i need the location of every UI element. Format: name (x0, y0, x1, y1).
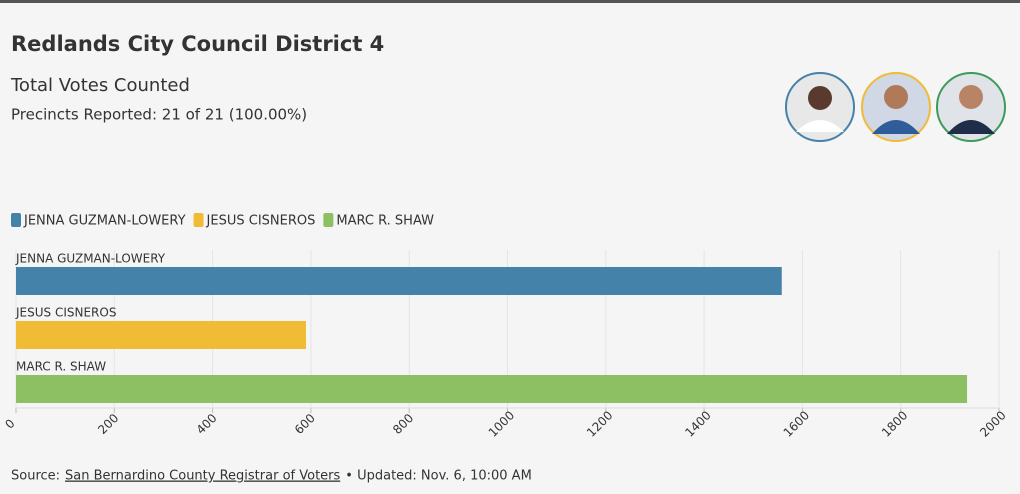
legend-swatch (193, 213, 204, 227)
legend-label: JESUS CISNEROS (206, 214, 316, 229)
top-bar (0, 0, 1020, 3)
x-tick-label: 1600 (781, 408, 812, 439)
category-label: MARC R. SHAW (16, 360, 106, 374)
head (959, 85, 983, 109)
head (808, 86, 832, 110)
subtitle: Total Votes Counted (10, 75, 190, 96)
legend-swatch (323, 213, 334, 227)
bar (16, 321, 306, 349)
source-label: Source: (11, 469, 60, 484)
x-tick-label: 1200 (584, 408, 615, 439)
x-tick-label: 0 (2, 416, 17, 431)
source-link[interactable]: San Bernardino County Registrar of Voter… (65, 469, 340, 484)
precincts-note: Precincts Reported: 21 of 21 (100.00%) (11, 106, 307, 124)
x-tick-label: 1000 (486, 408, 517, 439)
x-tick-label: 600 (292, 411, 318, 437)
body (947, 120, 995, 134)
x-tick-label: 1800 (879, 408, 910, 439)
x-tick-label: 400 (194, 411, 220, 437)
head (884, 85, 908, 109)
legend-label: MARC R. SHAW (336, 214, 434, 229)
body (796, 120, 844, 132)
body (872, 120, 920, 134)
category-label: JESUS CISNEROS (15, 306, 116, 320)
x-tick-label: 1400 (682, 408, 713, 439)
bar (16, 267, 782, 295)
legend-swatch (11, 213, 21, 227)
updated: • Updated: Nov. 6, 10:00 AM (345, 469, 532, 484)
chart-title: Redlands City Council District 4 (11, 32, 384, 56)
x-tick-label: 800 (390, 411, 416, 437)
headshots (785, 72, 1006, 142)
bar (16, 375, 968, 403)
x-tick-label: 2000 (977, 408, 1008, 439)
x-tick-label: 200 (95, 411, 121, 437)
category-label: JENNA GUZMAN-LOWERY (15, 252, 166, 266)
legend-label: JENNA GUZMAN-LOWERY (23, 214, 186, 229)
